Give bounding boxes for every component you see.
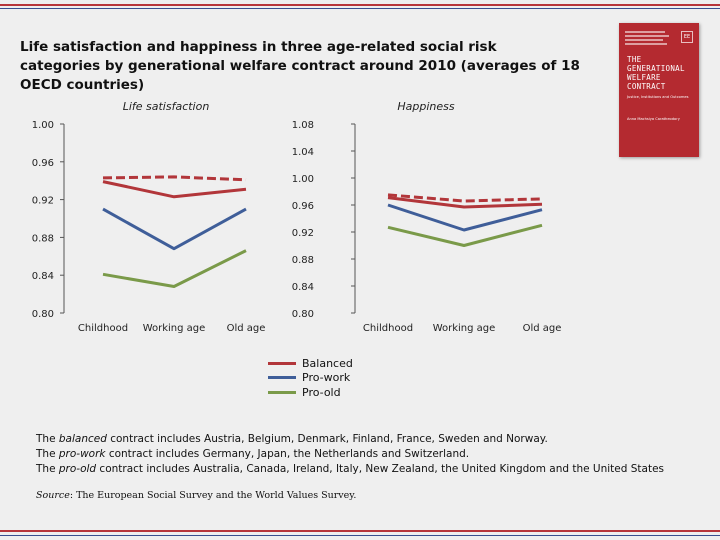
book-cover-image: EE THE GENERATIONAL WELFARE CONTRACT Jus… [619,23,699,157]
happiness-panel: Happiness 1.08 1.04 1.00 0.96 0.92 0.88 0.84 0.8… [292,100,562,334]
note-pro-old: The pro-old contract includes Australia,… [36,463,665,475]
legend-swatch [268,376,296,380]
top-rule-blue [0,8,720,9]
x-tick-label: Working age [433,323,496,334]
y-tick-label: 0.88 [32,233,54,244]
y-tick-label: 0.92 [292,228,314,239]
x-tick-label: Old age [523,323,562,334]
y-tick-label: 1.08 [292,120,314,131]
legend-item: Balanced [268,356,353,371]
note-pro-work: The pro-work contract includes Germany, … [36,448,470,460]
cover-subtitle: Justice, Institutions and Outcomes [627,95,689,99]
series-line-balanced [102,180,247,199]
y-tick-label: 0.84 [292,282,314,293]
series-line-balanced [387,196,543,209]
contract-notes: The balanced contract includes Austria, … [36,432,664,477]
y-tick-label: 1.00 [32,120,54,131]
x-tick-label: Old age [227,323,266,334]
cover-fine-line [625,39,663,41]
y-tick-label: 0.80 [32,309,54,320]
bottom-rule-red [0,530,720,532]
legend-item: Pro-old [268,385,353,400]
y-tick-label: 0.96 [32,158,54,169]
series-line-pro_work [387,203,543,232]
legend-label: Pro-work [302,371,351,385]
y-tick-label: 0.80 [292,309,314,320]
y-tick-label: 1.00 [292,174,314,185]
bottom-rule-blue [0,535,720,536]
y-tick-label: 0.84 [32,271,54,282]
legend-swatch [268,390,296,394]
x-tick-label: Childhood [78,323,128,334]
legend-item: Pro-work [268,371,353,386]
x-tick-label: Working age [143,323,206,334]
note-balanced: The balanced contract includes Austria, … [36,433,548,445]
cover-fine-line [625,43,667,45]
y-tick-label: 1.04 [292,147,314,158]
page-title: Life satisfaction and happiness in three… [20,39,580,93]
life-satisfaction-panel: Life satisfaction 1.00 0.96 0.92 0.88 0.84 0.8… [32,100,266,334]
series-line-pro_old [387,223,543,247]
x-tick-label: Childhood [363,323,413,334]
source-note: Source: The European Social Survey and t… [36,490,357,501]
cover-authors: Anna Machsiya Caratheodory [627,117,680,121]
cover-title: THE GENERATIONAL WELFARE CONTRACT [627,55,685,91]
series-line-pro_work [102,207,247,251]
panel-title: Life satisfaction [123,100,210,113]
cover-fine-line [625,35,669,37]
publisher-logo: EE [681,31,693,43]
y-tick-label: 0.96 [292,201,314,212]
panel-title: Happiness [397,100,455,113]
series-line-pro_old [102,249,247,288]
legend-swatch [268,361,296,365]
legend-label: Balanced [302,356,353,370]
series-line-balanced-dashed [102,175,247,182]
cover-fine-line [625,31,665,33]
y-tick-label: 0.88 [292,255,314,266]
top-rule-red [0,4,720,6]
legend: Balanced Pro-work Pro-old [268,356,353,400]
legend-label: Pro-old [302,385,341,399]
y-tick-label: 0.92 [32,196,54,207]
